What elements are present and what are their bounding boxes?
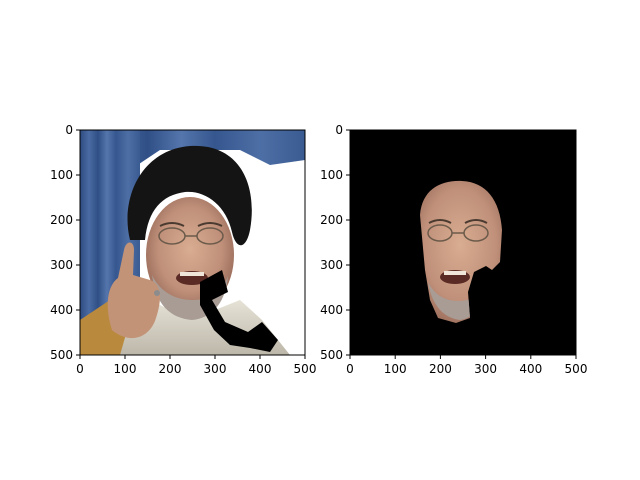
right-y-tick-label: 400 [320, 303, 343, 317]
left-y-tick-label: 300 [50, 258, 73, 272]
left-y-tick-label: 200 [50, 213, 73, 227]
right-x-tick-label: 0 [346, 362, 354, 376]
left-y-tick-label: 0 [65, 123, 73, 137]
right-axes-frame [349, 129, 577, 356]
right-y-tick-label: 100 [320, 168, 343, 182]
left-y-tick-label: 400 [50, 303, 73, 317]
right-x-tick-label: 200 [429, 362, 452, 376]
left-x-tick-label: 400 [249, 362, 272, 376]
left-x-tick-label: 500 [294, 362, 317, 376]
photo-original [80, 130, 305, 355]
left-x-tick-label: 200 [159, 362, 182, 376]
left-axes-frame [79, 129, 306, 356]
right-x-tick-label: 300 [474, 362, 497, 376]
left-x-tick-label: 0 [76, 362, 84, 376]
left-x-tick-label: 100 [114, 362, 137, 376]
right-x-tick-label: 100 [384, 362, 407, 376]
left-x-tick-label: 300 [204, 362, 227, 376]
right-x-tick-label: 500 [565, 362, 588, 376]
left-y-tick-label: 100 [50, 168, 73, 182]
left-y-tick-label: 500 [50, 348, 73, 362]
right-y-tick-label: 500 [320, 348, 343, 362]
right-y-tick-label: 200 [320, 213, 343, 227]
right-x-tick-label: 400 [519, 362, 542, 376]
right-y-tick-label: 300 [320, 258, 343, 272]
right-y-tick-label: 0 [335, 123, 343, 137]
photo-masked [350, 130, 576, 355]
